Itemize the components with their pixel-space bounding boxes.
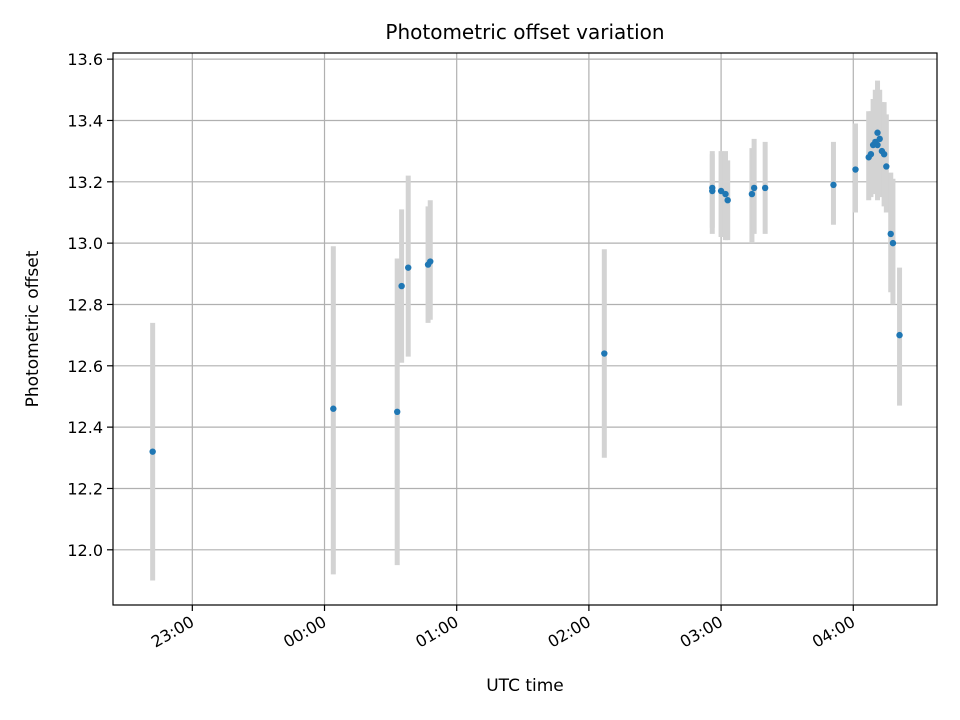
data-point — [748, 190, 756, 198]
data-point — [852, 166, 859, 173]
plot-frame — [112, 52, 938, 606]
y-tick-label: 13.2 — [67, 173, 103, 192]
data-point — [330, 405, 337, 412]
point-layer — [149, 129, 903, 455]
y-tick-label: 12.6 — [67, 357, 103, 376]
data-point — [149, 448, 156, 455]
data-point — [724, 197, 731, 204]
y-tick-label: 12.0 — [67, 541, 103, 560]
y-tick-label: 13.6 — [67, 50, 103, 69]
y-tick-label: 12.4 — [67, 418, 103, 437]
data-point — [709, 184, 716, 192]
chart-title: Photometric offset variation — [385, 20, 664, 44]
data-point — [896, 331, 903, 339]
data-point — [427, 258, 434, 265]
y-tick-label: 13.4 — [67, 111, 103, 130]
data-point — [830, 181, 837, 189]
data-point — [876, 135, 883, 143]
y-axis-title: Photometric offset — [23, 250, 43, 407]
data-point — [601, 350, 608, 357]
x-axis-title: UTC time — [486, 676, 564, 696]
data-point — [867, 151, 875, 158]
data-point — [880, 151, 888, 158]
data-point — [761, 184, 769, 192]
data-point — [874, 129, 881, 136]
data-point — [889, 239, 897, 247]
data-point — [722, 190, 729, 198]
data-point — [750, 184, 758, 192]
data-point — [394, 408, 401, 415]
data-point — [405, 264, 412, 271]
data-point — [398, 282, 405, 290]
data-point — [887, 230, 894, 238]
y-tick-label: 13.0 — [67, 234, 103, 253]
data-point — [883, 163, 890, 170]
y-tick-label: 12.8 — [67, 295, 103, 314]
y-tick-label: 12.2 — [67, 479, 103, 498]
data-point — [874, 141, 881, 149]
